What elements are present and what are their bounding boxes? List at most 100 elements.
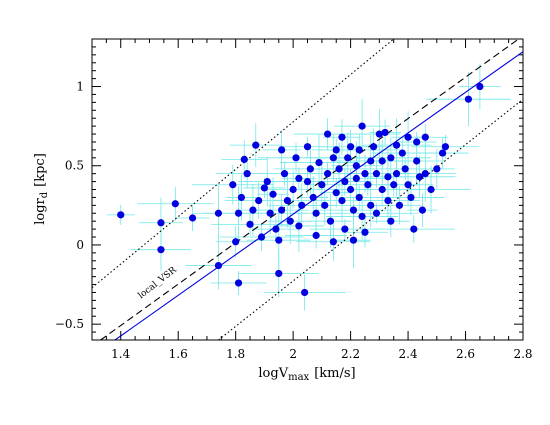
dashed-fit-line: [100, 39, 520, 340]
x-tick-label: 2.8: [513, 347, 532, 361]
data-point: [338, 196, 346, 205]
data-point: [234, 209, 243, 217]
y-axis-label-sub: d: [39, 191, 50, 198]
y-tick-label: −0.5: [55, 317, 84, 331]
data-point: [372, 170, 381, 178]
y-tick-label: 0: [76, 238, 84, 252]
data-point: [433, 165, 441, 173]
data-point: [358, 212, 366, 221]
data-point: [301, 288, 309, 297]
data-point: [341, 225, 349, 233]
data-point: [464, 95, 473, 103]
data-point: [404, 133, 412, 141]
fit-lines: [92, 39, 523, 340]
data-point: [324, 130, 332, 138]
data-point: [384, 173, 392, 181]
data-point: [157, 246, 165, 254]
x-axis-label-main: logV: [258, 366, 288, 381]
data-point: [246, 220, 254, 228]
data-point: [358, 122, 366, 130]
solid-fit-line: [114, 51, 523, 340]
data-point: [289, 185, 297, 194]
data-point: [255, 196, 263, 205]
data-point: [278, 206, 286, 214]
data-point: [280, 170, 289, 178]
data-point: [364, 181, 372, 189]
data-point: [392, 170, 401, 178]
data-point: [283, 196, 291, 205]
data-point: [263, 177, 271, 186]
data-point: [312, 231, 320, 240]
data-point: [329, 154, 337, 162]
data-point: [257, 233, 266, 241]
y-axis-label: logrd [kpc]: [33, 153, 50, 225]
dotted-fit-line: [218, 98, 523, 340]
data-point: [387, 154, 395, 162]
data-point: [398, 149, 406, 157]
data-point: [269, 190, 277, 198]
data-point: [367, 157, 375, 165]
x-axis-label-sub: max: [288, 372, 309, 383]
data-point: [355, 146, 363, 154]
data-point: [252, 141, 260, 149]
data-point: [214, 261, 223, 270]
data-point: [329, 238, 337, 246]
data-point: [441, 143, 450, 151]
x-tick-label: 1.8: [226, 347, 245, 361]
x-tick-label: 2.4: [399, 347, 418, 361]
data-point: [326, 217, 335, 225]
data-point: [369, 143, 378, 151]
data-point: [214, 209, 223, 217]
y-tick-label: 0.5: [65, 159, 84, 173]
data-point: [303, 143, 312, 151]
data-point: [361, 228, 369, 236]
data-point: [427, 185, 435, 194]
data-point: [295, 222, 303, 230]
data-point: [421, 170, 429, 178]
data-point: [312, 209, 320, 217]
data-point: [476, 82, 484, 91]
data-point: [415, 173, 424, 181]
data-point: [324, 170, 332, 178]
data-point: [243, 170, 251, 178]
dotted-fit-line: [92, 39, 395, 289]
y-axis-label-main: logr: [33, 197, 48, 224]
data-point: [407, 193, 415, 202]
data-point: [418, 206, 427, 214]
data-point: [347, 185, 355, 194]
data-point: [335, 165, 343, 173]
data-point: [361, 170, 369, 178]
data-point: [321, 201, 329, 209]
data-points: [117, 82, 484, 297]
data-point: [401, 165, 409, 173]
data-point: [260, 184, 268, 192]
data-point: [332, 146, 340, 154]
data-point: [352, 162, 360, 170]
data-point: [381, 128, 389, 137]
data-point: [117, 211, 125, 219]
data-point: [292, 154, 300, 162]
tick-labels: 1.4 1.6 1.8 2 2.2 2.4 2.6 2.8 −0.5 0 0.5 1: [55, 80, 533, 361]
data-point: [295, 174, 303, 183]
data-point: [392, 141, 401, 149]
data-point: [229, 181, 237, 189]
y-axis-label-unit: [kpc]: [33, 153, 48, 187]
data-point: [332, 189, 340, 197]
x-tick-label: 1.6: [169, 347, 188, 361]
x-tick-label: 1.4: [111, 347, 130, 361]
data-point: [347, 143, 355, 151]
x-tick-label: 2.2: [341, 347, 360, 361]
data-point: [275, 269, 283, 278]
data-point: [272, 225, 280, 233]
data-point: [240, 155, 248, 163]
data-point: [421, 133, 429, 141]
x-tick-label: 2.6: [456, 347, 475, 361]
data-point: [237, 193, 246, 202]
line-annotation: local_VSR: [137, 265, 179, 301]
data-point: [372, 209, 381, 217]
data-point: [413, 138, 421, 146]
data-point: [303, 177, 312, 186]
data-point: [249, 206, 257, 214]
data-point: [232, 238, 240, 246]
